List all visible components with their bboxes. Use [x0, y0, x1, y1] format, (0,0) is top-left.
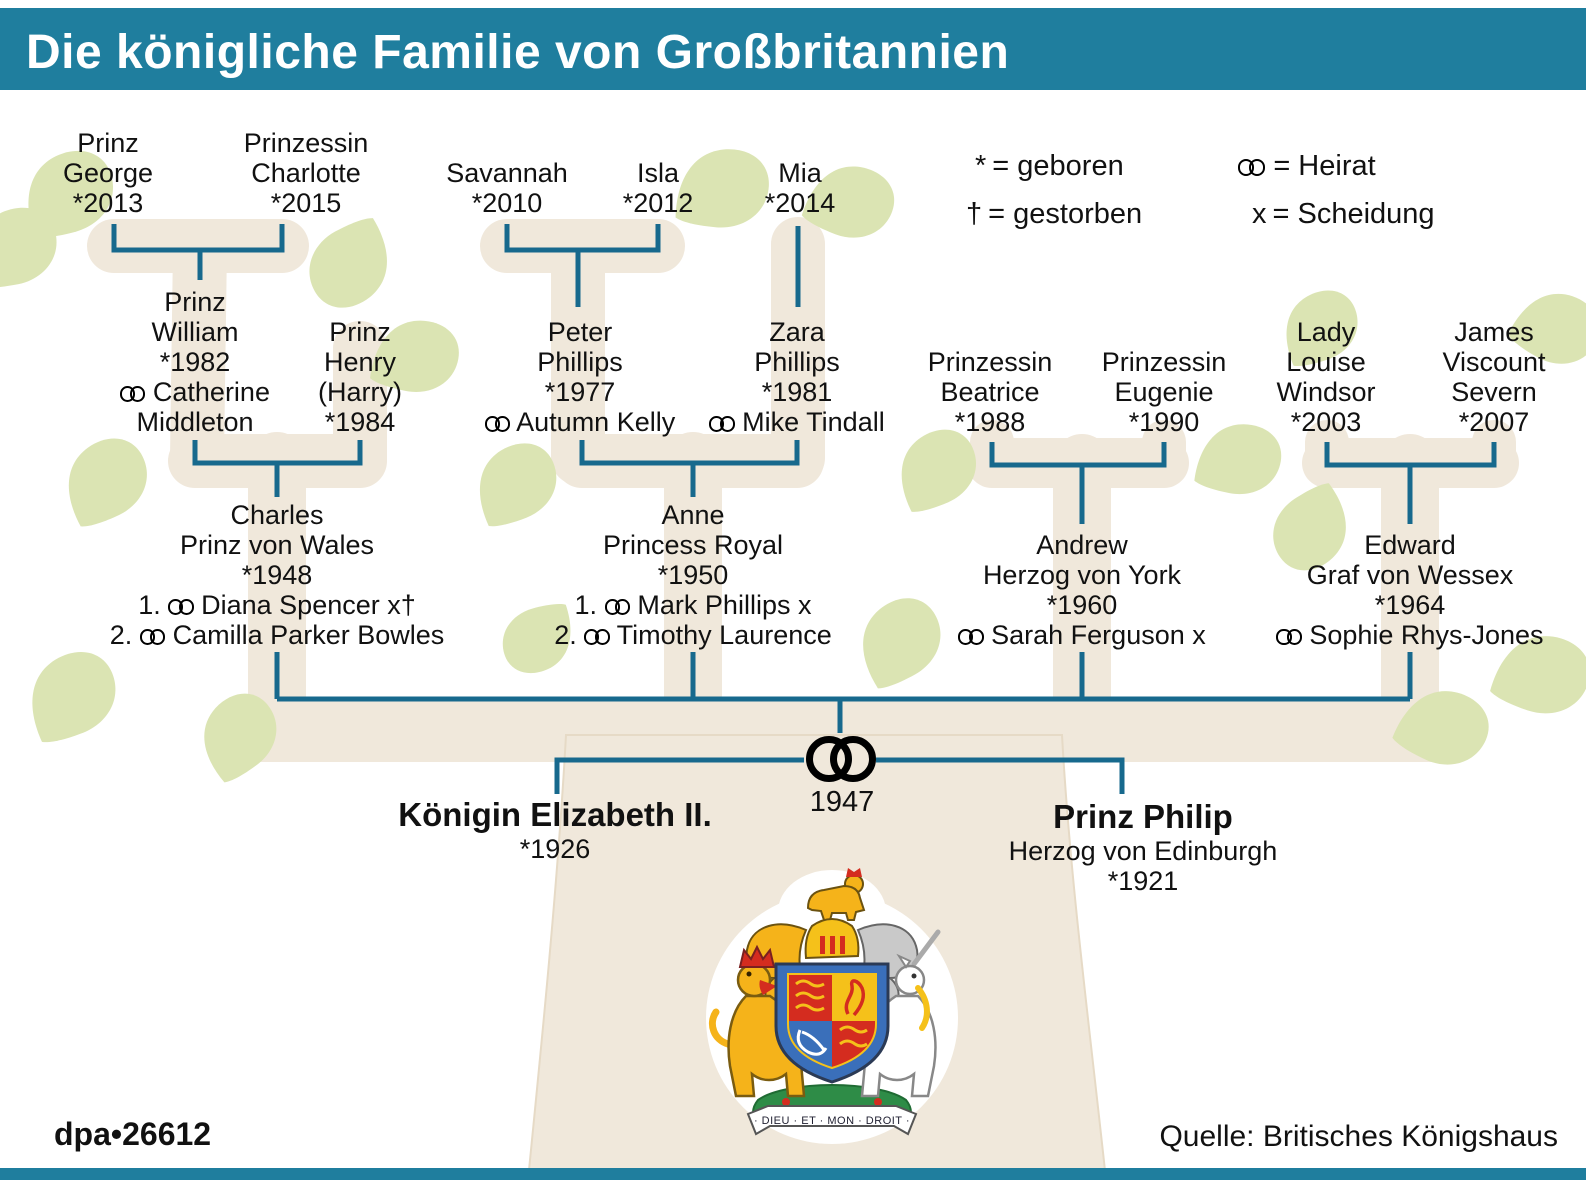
person-prinz-henry: Prinz Henry (Harry) *1984 [318, 317, 402, 437]
person-andrew: Andrew Herzog von York *1960 Sarah Fergu… [927, 530, 1237, 650]
coat-of-arms: · DIEU · ET · MON · DROIT · [706, 868, 958, 1144]
legend-born: * = geboren [975, 150, 1124, 183]
marriage-rings-icon [484, 416, 511, 432]
legend-marriage-label: = Heirat [1273, 150, 1376, 182]
person-prinzessin-beatrice: Prinzessin Beatrice *1988 [927, 347, 1053, 437]
person-peter-phillips: Peter Phillips *1977 Autumn Kelly [445, 317, 715, 437]
person-prinz-george: Prinz George *2013 [62, 128, 154, 218]
person-zara-phillips: Zara Phillips *1981 Mike Tindall [667, 317, 927, 437]
person-mia: Mia *2014 [764, 158, 836, 218]
person-prinz-william: Prinz William *1982 Catherine Middleton [75, 287, 315, 437]
person-koenigin-elizabeth: Königin Elizabeth II. *1926 [398, 796, 712, 864]
divorce-symbol: x [1252, 198, 1267, 230]
person-lady-louise-windsor: Lady Louise Windsor *2003 [1276, 317, 1376, 437]
person-charles: Charles Prinz von Wales *1948 1. Diana S… [109, 500, 445, 650]
legend-died: † = gestorben [966, 198, 1142, 231]
died-symbol: † [966, 198, 983, 230]
person-edward: Edward Graf von Wessex *1964 Sophie Rhys… [1245, 530, 1575, 650]
royal-marriage-rings-icon [806, 736, 876, 782]
person-prinzessin-eugenie: Prinzessin Eugenie *1990 [1101, 347, 1227, 437]
person-anne: Anne Princess Royal *1950 1. Mark Philli… [554, 500, 832, 650]
page-title: Die königliche Familie von Großbritannie… [26, 26, 1010, 79]
marriage-rings-icon [120, 386, 146, 402]
person-james-viscount-severn: James Viscount Severn *2007 [1442, 317, 1546, 437]
marriage-rings-icon [168, 599, 194, 615]
family-connectors [111, 224, 1497, 794]
source-note: Quelle: Britisches Königshaus [1159, 1120, 1558, 1153]
person-savannah: Savannah *2010 [446, 158, 568, 218]
marriage-rings-icon [604, 599, 630, 615]
marriage-rings-icon [1238, 159, 1266, 176]
person-isla: Isla *2012 [622, 158, 694, 218]
legend-born-label: = geboren [992, 150, 1124, 182]
legend-died-label: = gestorben [988, 198, 1143, 230]
marriage-rings-icon [1276, 629, 1302, 645]
bottom-bar [0, 1168, 1586, 1180]
marriage-rings-icon [584, 629, 610, 645]
legend-divorce-label: = Scheidung [1272, 198, 1435, 230]
legend-divorce: x = Scheidung [1252, 198, 1435, 231]
person-prinz-philip: Prinz Philip Herzog von Edinburgh *1921 [1008, 798, 1278, 896]
coat-of-arms-motto: · DIEU · ET · MON · DROIT · [754, 1115, 910, 1127]
marriage-year: 1947 [809, 786, 875, 818]
dpa-credit: dpa•26612 [54, 1116, 212, 1152]
legend-marriage: = Heirat [1238, 150, 1376, 183]
person-prinzessin-charlotte: Prinzessin Charlotte *2015 [243, 128, 369, 218]
marriage-rings-icon [958, 629, 984, 645]
header-bar: Die königliche Familie von Großbritannie… [0, 8, 1586, 90]
marriage-rings-icon [709, 416, 735, 432]
born-symbol: * [975, 150, 987, 182]
marriage-rings-icon [139, 629, 166, 645]
